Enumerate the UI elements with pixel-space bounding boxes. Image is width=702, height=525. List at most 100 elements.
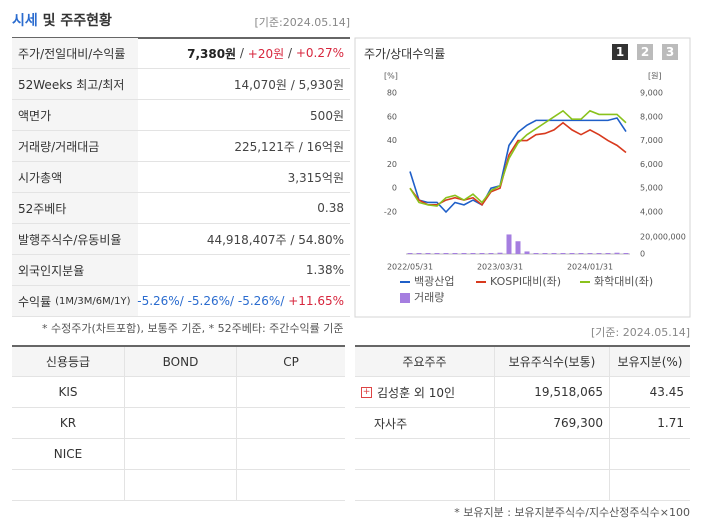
title-highlight: 시세 [12,13,38,29]
cell-text: 19,518,065 [534,385,603,399]
value: 1.38% [305,263,344,277]
row-label: 52Weeks 최고/최저 [12,69,138,100]
cell [125,377,237,408]
label: 52주베타 [18,201,67,216]
cell [237,377,345,408]
y2-tick-label: 5,000 [640,184,663,193]
volume-bar [605,253,611,254]
cell: 43.45 [610,377,690,408]
volume-bar [461,253,467,254]
cell [125,439,237,470]
tab: 1 [612,44,628,60]
cell-text: 자사주 [374,416,408,431]
volume-tick-label: 0 [640,250,645,259]
cell [237,408,345,439]
legend-swatch [400,293,410,303]
column-header: CP [237,347,345,377]
x-tick-label: 2024/01/31 [567,263,613,272]
cell [12,470,125,501]
volume-bar [515,241,521,254]
cell [610,470,690,501]
cell [355,470,495,501]
cell-text: 1.71 [657,416,684,430]
y-tick-label: 0 [392,184,397,193]
summary-note: * 수정주가(차트포함), 보통주 기준, * 52주베타: 주간수익률 기준 [42,322,344,335]
cell-text: KR [59,416,77,430]
holders-table: 주요주주 보유주식수(보통) 보유지분(%) + 김성훈 외 10인 19,518,065… [355,347,690,501]
row-value: 1.38% [138,255,350,286]
legend-label: KOSPI대비(좌) [490,275,561,288]
y-tick-label: 60 [387,112,397,121]
cell: 자사주 [355,408,495,439]
rule [355,345,690,347]
cell-text: 김성훈 외 10인 [377,385,456,400]
column-header: 주요주주 [355,347,495,377]
cell: 1.71 [610,408,690,439]
value: +11.65% [288,294,344,308]
row-value: 225,121주 / 16억원 [138,131,350,162]
row-value: 500원 [138,100,350,131]
top-rule [12,37,350,39]
label-sub: (1M/3M/6M/1Y) [55,295,131,307]
label: 수익률 [18,294,52,309]
y-unit: [%] [384,72,398,81]
cell [237,439,345,470]
y-tick-label: -20 [384,208,397,217]
date2: [기준: 2024.05.14] [590,326,690,339]
cell: + 김성훈 외 10인 [355,377,495,408]
credit-table: 신용등급 BOND CP KIS KR NICE [12,347,345,501]
volume-bar [488,253,494,254]
value: +20원 [247,46,285,61]
volume-bar [407,253,413,254]
cell [495,470,610,501]
volume-bar [524,251,530,254]
label: 발행주식수/유동비율 [18,232,122,247]
cell-text: NICE [53,447,83,461]
cell: 769,300 [495,408,610,439]
label: 시가총액 [18,170,63,185]
expand-icon[interactable]: + [361,386,372,398]
volume-bar [497,252,503,254]
label: 외국인지분율 [18,263,85,278]
cell: KIS [12,377,125,408]
rule [12,345,345,347]
series-line [409,117,627,214]
volume-bar [623,253,629,254]
value: +0.27% [295,46,344,60]
value: -5.26%/ [137,294,188,308]
series-line [409,109,627,207]
volume-bar [506,234,512,254]
cell [125,470,237,501]
y-tick-label: 20 [387,160,397,169]
cell-text: KIS [58,385,78,399]
row-label: 발행주식수/유동비율 [12,224,138,255]
legend-label: 거래량 [414,291,444,304]
value: -5.26%/ [237,294,289,308]
x-tick-label: 2023/03/31 [477,263,523,272]
volume-bar [569,253,575,254]
value: / [284,46,296,60]
volume-bar [596,253,602,254]
row-label: 수익률 (1M/3M/6M/1Y) [12,286,138,317]
row-value: -5.26%/ -5.26%/ -5.26%/ +11.65% [137,286,350,317]
cell: 19,518,065 [495,377,610,408]
row-label: 액면가 [12,100,138,131]
value: 225,121주 / 16억원 [234,139,344,154]
volume-bar [578,253,584,254]
volume-bar [416,253,422,254]
column-header: 보유지분(%) [610,347,690,377]
chart-frame [354,37,691,318]
cell-text: 43.45 [649,385,684,399]
value: 44,918,407주 / 54.80% [206,232,344,247]
volume-tick-label: 20,000,000 [640,233,686,242]
value: 7,380원 [187,46,237,61]
row-label: 주가/전일대비/수익률 [12,38,138,69]
chart-title: 주가/상대수익률 [364,47,446,61]
label: 52Weeks 최고/최저 [18,77,125,92]
row-label: 시가총액 [12,162,138,193]
volume-bar [560,253,566,254]
x-tick-label: 2022/05/31 [387,263,433,272]
value: 3,315억원 [287,170,344,185]
volume-bar [542,253,548,254]
